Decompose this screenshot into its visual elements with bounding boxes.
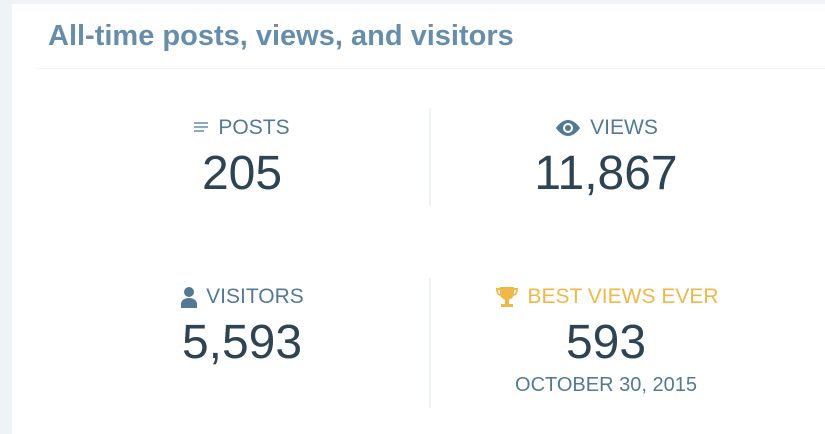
stat-label: VIEWS xyxy=(590,116,658,139)
column-divider xyxy=(429,278,431,408)
stat-label-row: POSTS xyxy=(52,114,432,142)
stat-value: 11,867 xyxy=(534,147,678,200)
posts-icon xyxy=(194,122,209,132)
stat-views: VIEWS 11,867 xyxy=(416,114,796,201)
stat-value: 593 xyxy=(565,316,647,369)
stat-visitors: VISITORS 5,593 xyxy=(52,283,432,370)
stat-label-row: BEST VIEWS EVER xyxy=(416,283,796,311)
panel-title: All-time posts, views, and visitors xyxy=(48,20,514,52)
trophy-icon xyxy=(495,287,518,307)
stat-label: BEST VIEWS EVER xyxy=(527,285,719,308)
stat-value: 5,593 xyxy=(181,316,303,369)
column-divider xyxy=(429,108,431,206)
stat-label-row: VIEWS xyxy=(416,114,796,142)
stat-value: 205 xyxy=(201,147,283,200)
views-icon xyxy=(556,120,581,136)
stat-label-row: VISITORS xyxy=(52,283,432,311)
stat-date: OCTOBER 30, 2015 xyxy=(515,374,697,396)
stat-label: VISITORS xyxy=(206,285,304,308)
stat-label: POSTS xyxy=(218,116,290,139)
title-rule xyxy=(36,68,825,69)
visitors-icon xyxy=(181,287,198,308)
stat-best-views: BEST VIEWS EVER 593 OCTOBER 30, 2015 xyxy=(416,283,796,397)
stat-posts: POSTS 205 xyxy=(52,114,432,201)
